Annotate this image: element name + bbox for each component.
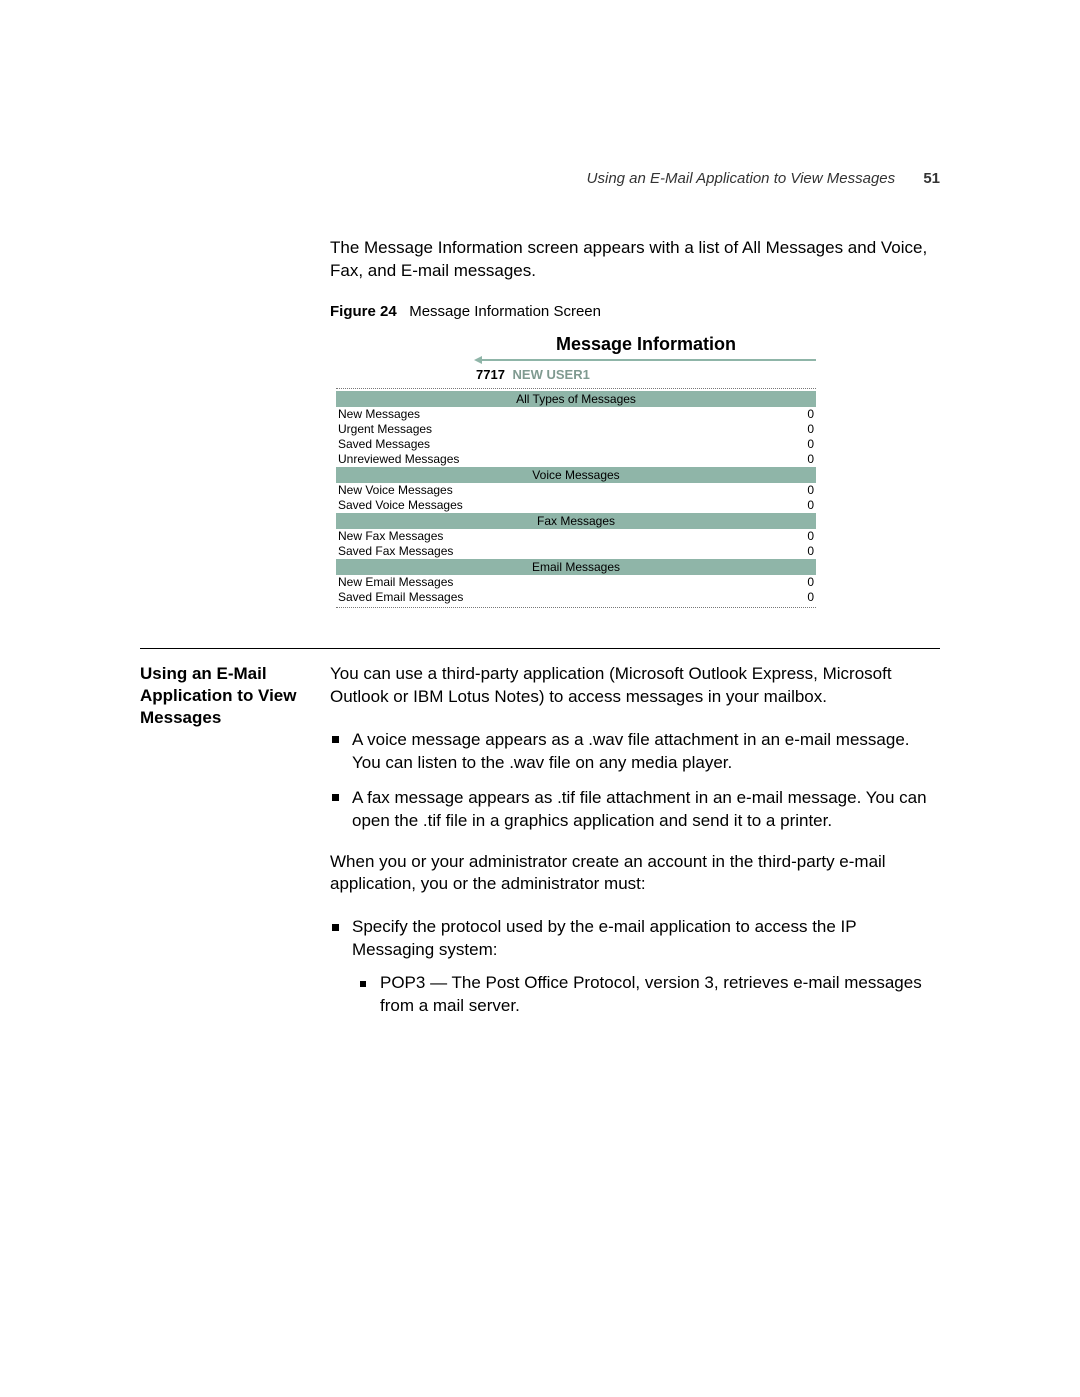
screenshot-section-heading: Voice Messages [336,467,816,483]
row-value: 0 [782,544,816,559]
dotted-rule [336,607,816,608]
row-value: 0 [782,452,816,467]
running-title: Using an E-Mail Application to View Mess… [587,170,895,187]
row-label: Saved Fax Messages [336,544,782,559]
row-value: 0 [782,529,816,544]
figure-caption-text: Message Information Screen [409,303,601,320]
row-label: New Voice Messages [336,483,782,498]
screenshot-user-line: 7717 NEW USER1 [476,367,816,382]
row-label: Saved Email Messages [336,590,782,605]
row-value: 0 [782,498,816,513]
table-row: New Fax Messages0 [336,529,816,544]
row-label: Unreviewed Messages [336,452,782,467]
screenshot-user-name: NEW USER1 [513,367,590,382]
row-value: 0 [782,422,816,437]
table-row: Saved Messages0 [336,437,816,452]
screenshot-section-heading: All Types of Messages [336,391,816,407]
table-row: New Voice Messages0 [336,483,816,498]
row-value: 0 [782,437,816,452]
section-para-2: When you or your administrator create an… [330,851,940,897]
section-divider [140,648,940,649]
row-label: Saved Voice Messages [336,498,782,513]
section-para-1: You can use a third-party application (M… [330,663,940,709]
table-row: Urgent Messages0 [336,422,816,437]
list-item: A voice message appears as a .wav file a… [330,729,940,775]
screenshot-section-heading: Email Messages [336,559,816,575]
screenshot-section-table: New Fax Messages0Saved Fax Messages0 [336,529,816,559]
message-information-screenshot: Message Information 7717 NEW USER1 All T… [336,334,816,608]
row-label: Urgent Messages [336,422,782,437]
table-row: New Messages0 [336,407,816,422]
row-label: New Fax Messages [336,529,782,544]
page: Using an E-Mail Application to View Mess… [0,0,1080,1397]
figure-caption: Figure 24 Message Information Screen [330,303,940,320]
row-label: New Messages [336,407,782,422]
screenshot-section-table: New Email Messages0Saved Email Messages0 [336,575,816,605]
figure-label: Figure 24 [330,303,397,320]
section-heading: Using an E-Mail Application to View Mess… [140,663,330,729]
running-header: Using an E-Mail Application to View Mess… [140,170,940,187]
screenshot-section-table: New Messages0Urgent Messages0Saved Messa… [336,407,816,467]
bullet-list-1: A voice message appears as a .wav file a… [330,729,940,833]
table-row: Saved Email Messages0 [336,590,816,605]
row-value: 0 [782,590,816,605]
screenshot-section-heading: Fax Messages [336,513,816,529]
row-label: Saved Messages [336,437,782,452]
main-column: The Message Information screen appears w… [330,237,940,608]
screenshot-title: Message Information [476,334,816,355]
table-row: Saved Fax Messages0 [336,544,816,559]
bullet-list-2: Specify the protocol used by the e-mail … [330,916,940,1018]
dotted-rule [336,388,816,389]
row-value: 0 [782,575,816,590]
table-row: Unreviewed Messages0 [336,452,816,467]
list-item: A fax message appears as .tif file attac… [330,787,940,833]
section-body: You can use a third-party application (M… [330,663,940,1036]
screenshot-sections: All Types of MessagesNew Messages0Urgent… [336,391,816,605]
table-row: New Email Messages0 [336,575,816,590]
table-row: Saved Voice Messages0 [336,498,816,513]
intro-paragraph: The Message Information screen appears w… [330,237,940,283]
list-item: Specify the protocol used by the e-mail … [330,916,940,1018]
list-item: POP3 — The Post Office Protocol, version… [358,972,940,1018]
sub-bullet-list: POP3 — The Post Office Protocol, version… [358,972,940,1018]
screenshot-section-table: New Voice Messages0Saved Voice Messages0 [336,483,816,513]
section-two-column: Using an E-Mail Application to View Mess… [140,663,940,1036]
screenshot-title-rule [476,359,816,361]
row-value: 0 [782,483,816,498]
row-value: 0 [782,407,816,422]
row-label: New Email Messages [336,575,782,590]
page-number: 51 [923,170,940,187]
screenshot-user-block: 7717 NEW USER1 [476,359,816,382]
screenshot-user-id: 7717 [476,367,505,382]
